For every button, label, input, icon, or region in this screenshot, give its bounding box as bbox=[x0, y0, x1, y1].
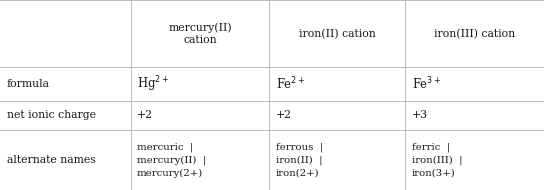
Text: formula: formula bbox=[7, 79, 50, 89]
Text: Fe$^{3+}$: Fe$^{3+}$ bbox=[412, 76, 441, 92]
Text: +2: +2 bbox=[276, 110, 292, 120]
Text: iron(III) cation: iron(III) cation bbox=[434, 28, 515, 39]
Text: Hg$^{2+}$: Hg$^{2+}$ bbox=[137, 74, 169, 94]
Text: +3: +3 bbox=[412, 110, 428, 120]
Text: ferrous  |
iron(II)  |
iron(2+): ferrous | iron(II) | iron(2+) bbox=[276, 142, 323, 178]
Text: ferric  |
iron(III)  |
iron(3+): ferric | iron(III) | iron(3+) bbox=[412, 142, 462, 178]
Text: iron(II) cation: iron(II) cation bbox=[299, 28, 376, 39]
Text: +2: +2 bbox=[137, 110, 153, 120]
Text: Fe$^{2+}$: Fe$^{2+}$ bbox=[276, 76, 305, 92]
Text: net ionic charge: net ionic charge bbox=[7, 110, 96, 120]
Text: mercury(II)
cation: mercury(II) cation bbox=[168, 22, 232, 45]
Text: mercuric  |
mercury(II)  |
mercury(2+): mercuric | mercury(II) | mercury(2+) bbox=[137, 142, 206, 178]
Text: alternate names: alternate names bbox=[7, 155, 95, 165]
